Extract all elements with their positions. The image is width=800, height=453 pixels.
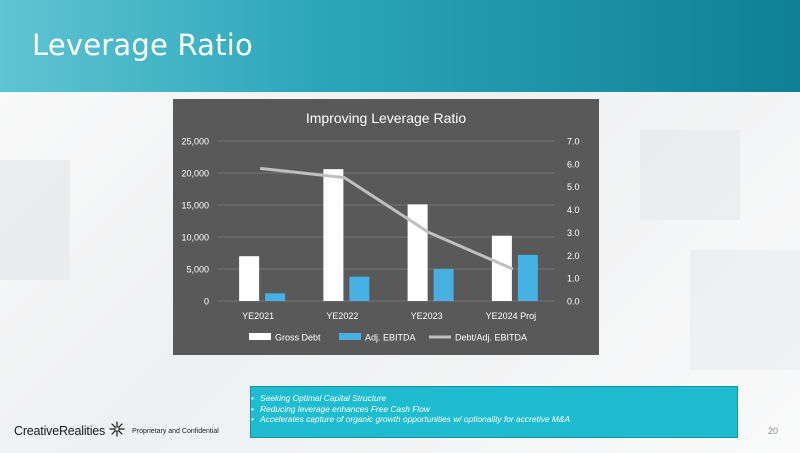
background-decoration <box>690 250 800 370</box>
right-axis-tick-label: 7.0 <box>567 137 580 147</box>
legend-debt-ebitda-label: Debt/Adj. EBITDA <box>455 333 527 343</box>
legend-gross-debt-label: Gross Debt <box>275 333 321 343</box>
callout-bullet: • Seeking Optimal Capital Structure <box>251 393 387 403</box>
leverage-chart: Improving Leverage Ratio 0 5,000 10,000 15,… <box>181 110 580 343</box>
right-axis-tick-label: 2.0 <box>567 251 580 261</box>
adj-ebitda-bar <box>517 254 538 301</box>
adj-ebitda-bar <box>349 276 370 301</box>
chart-panel: Improving Leverage Ratio 0 5,000 10,000 15,… <box>173 99 599 355</box>
company-logo: CreativeRealities Proprietary and Confid… <box>14 419 219 443</box>
left-axis-tick-label: 10,000 <box>181 233 209 243</box>
category-label: YE2021 <box>242 311 274 321</box>
right-axis-tick-label: 6.0 <box>567 159 580 169</box>
callout-bullet: • Accelerates capture of organic growth o… <box>251 414 571 424</box>
left-axis-tick-label: 0 <box>204 297 209 307</box>
logo-mark-icon <box>108 420 126 443</box>
right-axis-tick-label: 4.0 <box>567 205 580 215</box>
page-number: 20 <box>768 426 779 436</box>
callout-bullet: • Reducing leverage enhances Free Cash Fl… <box>251 403 430 414</box>
left-axis-tick-label: 5,000 <box>186 265 209 275</box>
left-axis-tick-label: 15,000 <box>181 201 209 211</box>
right-axis-tick-label: 0.0 <box>567 297 580 307</box>
left-axis-tick-label: 25,000 <box>181 137 209 147</box>
category-label: YE2023 <box>411 311 443 321</box>
background-decoration <box>640 130 740 220</box>
key-points-callout: • Seeking Optimal Capital Structure • Redu… <box>250 386 738 438</box>
gross-debt-bar <box>323 169 344 301</box>
right-axis-tick-label: 1.0 <box>567 274 580 284</box>
adj-ebitda-bar <box>433 269 454 301</box>
category-label: YE2024 Proj <box>486 311 537 321</box>
legend-gross-debt-swatch <box>249 333 271 340</box>
gross-debt-bar <box>407 204 428 301</box>
chart-title: Improving Leverage Ratio <box>306 110 467 126</box>
company-name: CreativeRealities <box>14 424 106 438</box>
left-axis-tick-label: 20,000 <box>181 169 209 179</box>
category-label: YE2022 <box>326 311 358 321</box>
confidential-label: Proprietary and Confidential <box>132 427 219 435</box>
gross-debt-bar <box>491 235 512 301</box>
right-axis-tick-label: 5.0 <box>567 182 580 192</box>
gross-debt-bar <box>239 256 260 301</box>
background-decoration <box>0 160 70 280</box>
debt-ebitda-line <box>259 166 514 271</box>
slide-title: Leverage Ratio <box>32 28 253 62</box>
adj-ebitda-bar <box>265 293 286 301</box>
slide-header: Leverage Ratio <box>0 0 800 92</box>
legend-adj-ebitda-swatch <box>339 333 361 340</box>
right-axis-tick-label: 3.0 <box>567 228 580 238</box>
legend-adj-ebitda-label: Adj. EBITDA <box>365 333 416 343</box>
